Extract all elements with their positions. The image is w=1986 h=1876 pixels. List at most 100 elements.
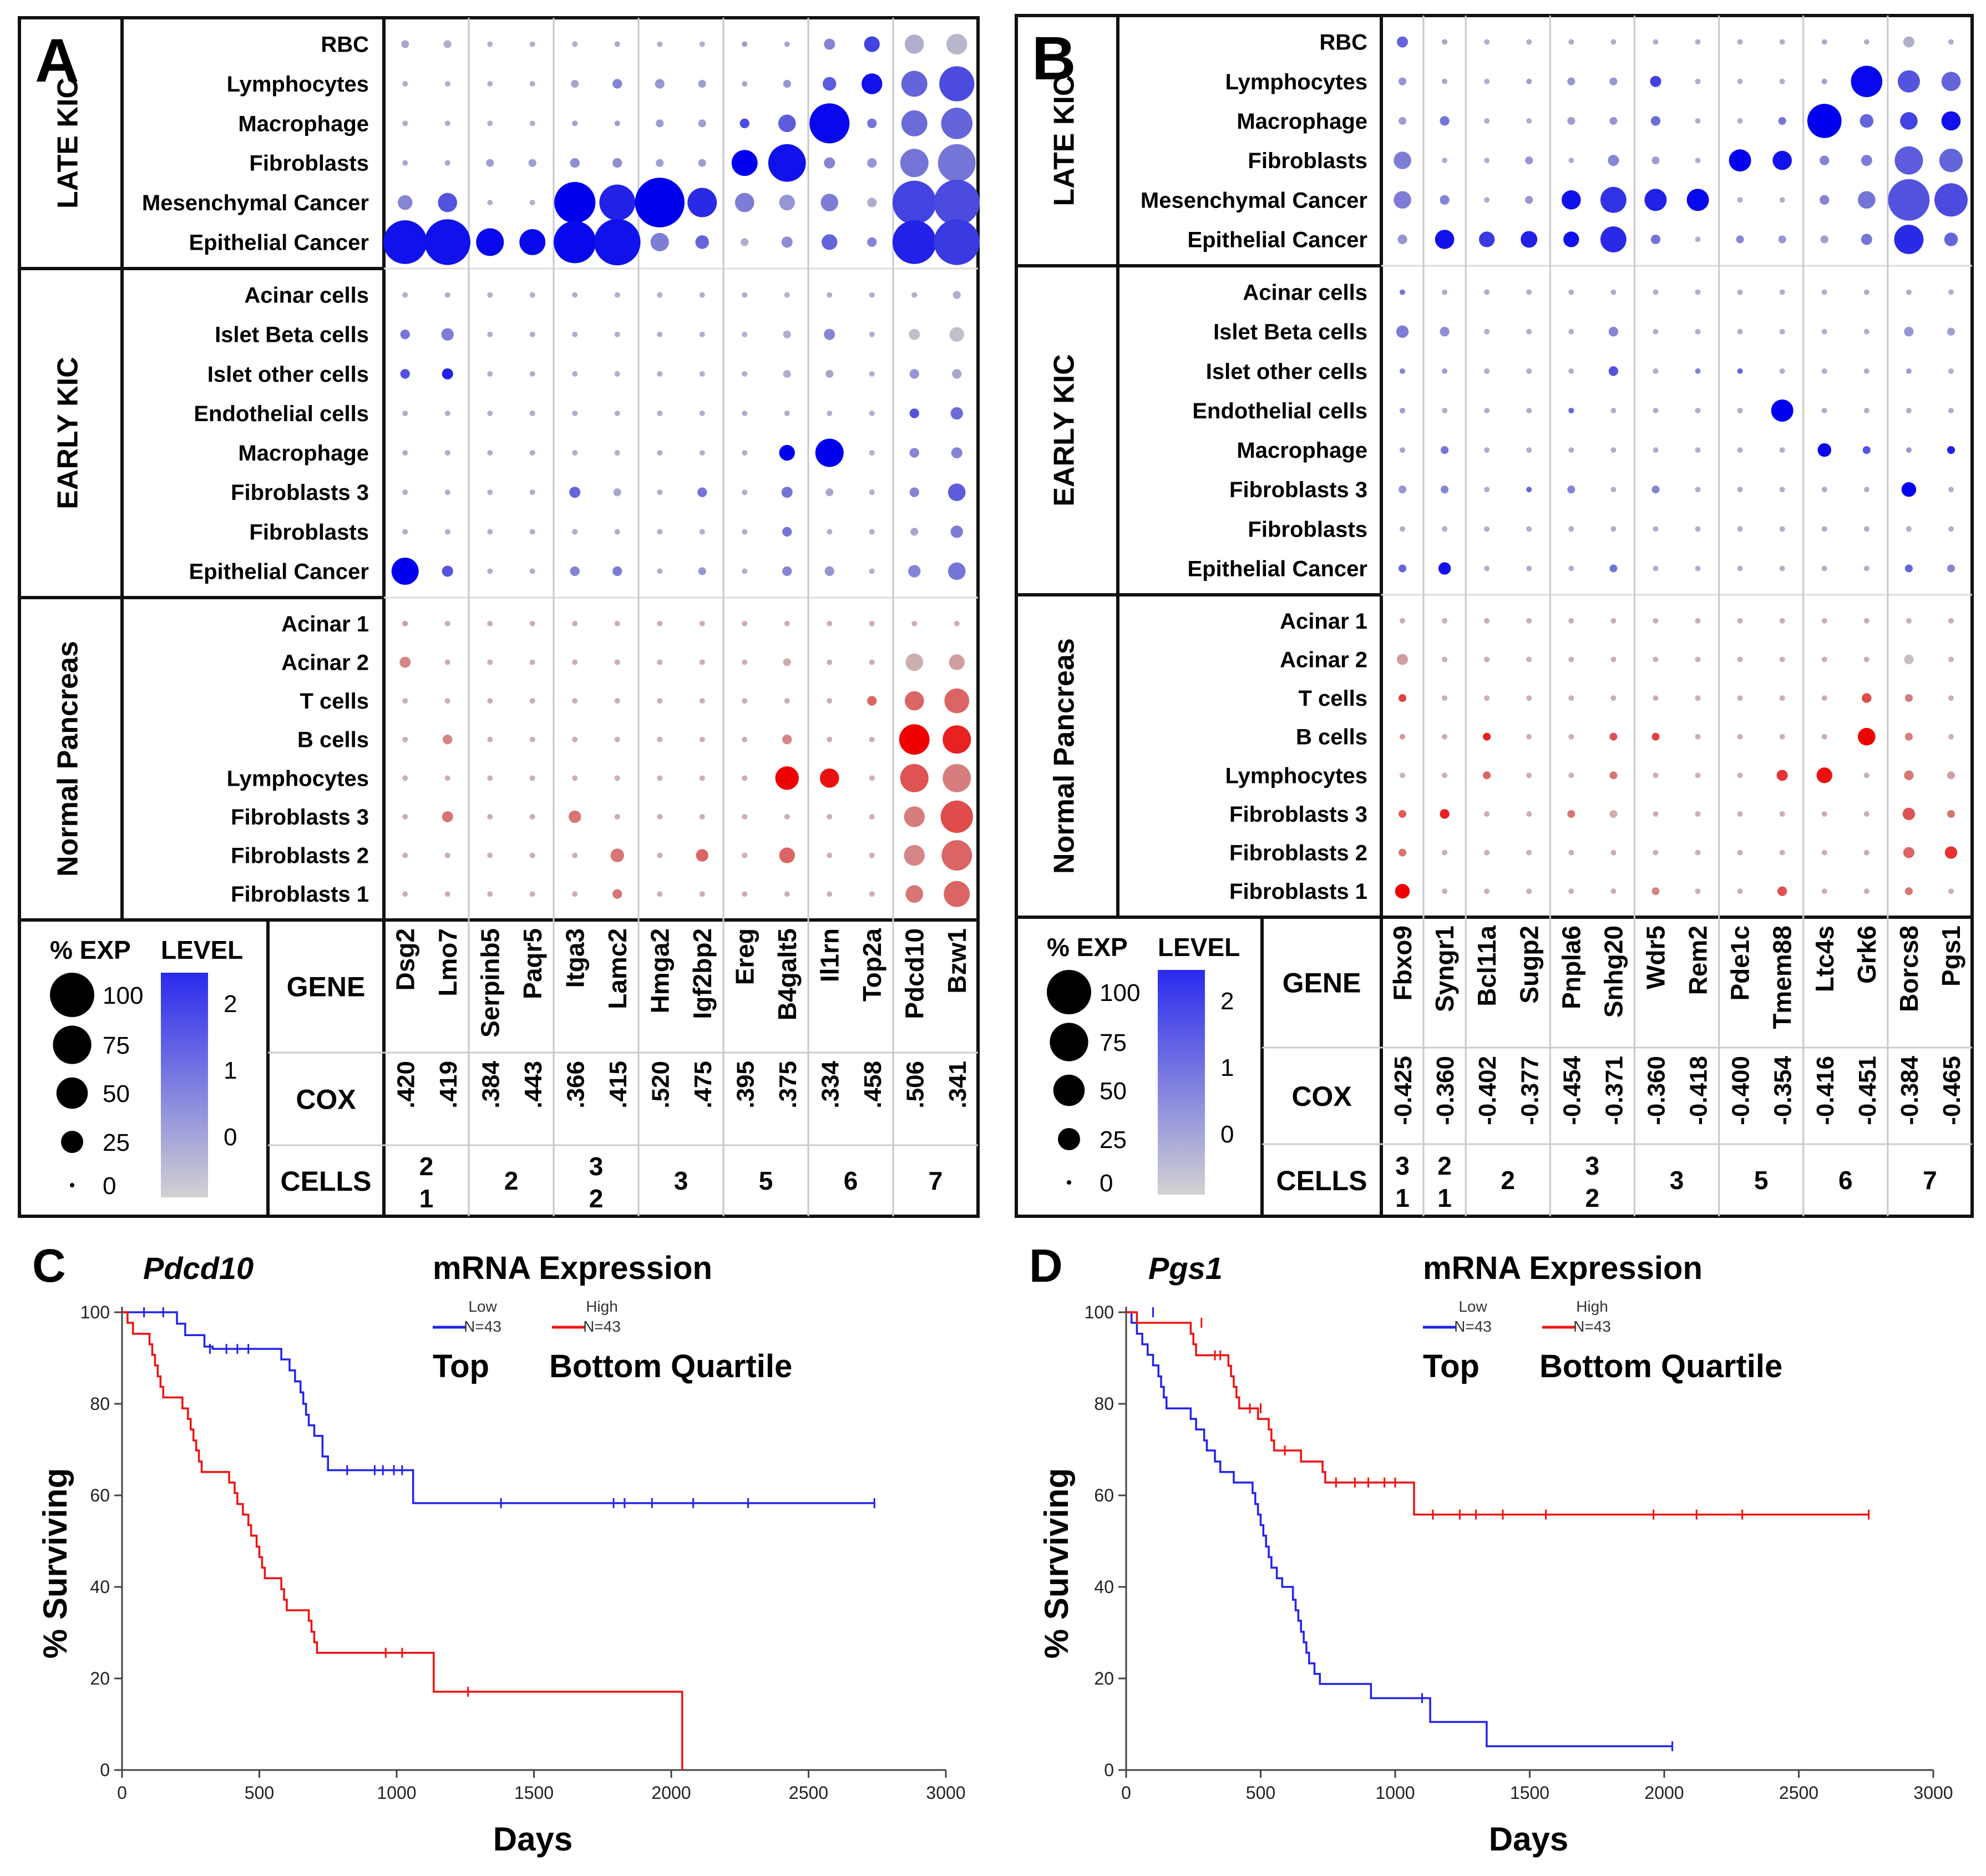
- dot-dsg2-row1: [402, 81, 408, 87]
- dot-ltc4s-row1: [1821, 78, 1827, 84]
- dot-top2a-row21: [869, 891, 875, 897]
- row-label-islet-beta-cells: Islet Beta cells: [215, 323, 369, 347]
- cox-value-wdr5: -0.360: [1643, 1056, 1670, 1125]
- dot-borcs8-row13: [1904, 564, 1913, 573]
- dot-lamc2-row14: [614, 620, 620, 626]
- dot-itga3-row17: [572, 736, 578, 742]
- dot-serpinb5-row1: [487, 81, 493, 87]
- dot-sugp2-row15: [1526, 656, 1532, 663]
- dot-pnpla6-row20: [1568, 849, 1574, 856]
- cells-count: 2: [589, 1184, 604, 1213]
- row-label-fibroblasts: Fibroblasts: [1248, 149, 1367, 173]
- dot-top2a-row19: [869, 813, 875, 820]
- dot-ereg-row4: [734, 193, 754, 213]
- dot-dsg2-row20: [402, 852, 408, 858]
- dot-b4galt5-row20: [779, 847, 795, 863]
- dot-grk6-row12: [1863, 526, 1870, 532]
- gene-label-bcl11a: Bcl11a: [1472, 926, 1501, 1007]
- dot-bzw1-row11: [948, 483, 966, 501]
- dot-lamc2-row17: [614, 736, 620, 742]
- dot-bzw1-row19: [940, 800, 973, 833]
- dot-dsg2-row12: [402, 529, 408, 535]
- dot-top2a-row20: [869, 852, 875, 858]
- dot-dsg2-row9: [402, 410, 408, 416]
- dot-fbxo9-row20: [1398, 848, 1407, 857]
- dot-il1rn-row20: [827, 852, 833, 858]
- dot-tmem88-row10: [1779, 447, 1785, 453]
- dot-fbxo9-row18: [1400, 772, 1406, 778]
- dot-lmo7-row9: [444, 410, 450, 416]
- dot-bzw1-row7: [949, 327, 964, 342]
- y-tick-label: 40: [1094, 1577, 1114, 1597]
- dot-paqr5-row1: [529, 81, 535, 87]
- gene-label-serpinb5: Serpinb5: [475, 928, 504, 1038]
- dot-igf2bp2-row8: [699, 371, 705, 377]
- dot-tmem88-row21: [1777, 886, 1787, 896]
- level-tick-label: 1: [224, 1057, 237, 1084]
- dot-bzw1-row9: [950, 407, 963, 420]
- dot-wdr5-row20: [1653, 849, 1659, 856]
- dot-grk6-row14: [1863, 618, 1870, 624]
- dot-syngr1-row12: [1442, 526, 1448, 532]
- dot-bcl11a-row15: [1484, 656, 1490, 663]
- dot-lamc2-row0: [614, 41, 620, 47]
- dot-wdr5-row17: [1651, 732, 1660, 741]
- dot-bcl11a-row9: [1484, 407, 1490, 413]
- dot-dsg2-row19: [402, 813, 408, 820]
- dot-syngr1-row18: [1442, 772, 1448, 778]
- dot-igf2bp2-row1: [698, 79, 706, 88]
- pct-exp-title: % EXP: [1047, 933, 1128, 962]
- dot-pde1c-row19: [1737, 811, 1743, 817]
- gene-label-lmo7: Lmo7: [433, 928, 462, 997]
- level-title: LEVEL: [161, 936, 243, 964]
- x-tick-label: 3000: [1913, 1783, 1953, 1803]
- dot-pde1c-row18: [1737, 772, 1743, 778]
- row-label-rbc: RBC: [321, 33, 369, 57]
- dot-sugp2-row21: [1526, 888, 1532, 894]
- dot-itga3-row12: [572, 529, 578, 535]
- dot-pnpla6-row6: [1568, 289, 1574, 295]
- dot-b4galt5-row6: [784, 292, 790, 298]
- dot-sugp2-row3: [1525, 156, 1533, 165]
- y-tick-label: 20: [1094, 1668, 1114, 1688]
- dot-ereg-row18: [742, 775, 748, 781]
- dot-pgs1-row16: [1948, 695, 1954, 701]
- dot-pnpla6-row19: [1567, 810, 1575, 818]
- cox-value-ltc4s: -0.416: [1812, 1056, 1839, 1125]
- dot-syngr1-row3: [1442, 158, 1448, 164]
- dot-itga3-row5: [554, 221, 596, 264]
- dot-b4galt5-row16: [784, 698, 790, 704]
- dot-fbxo9-row0: [1397, 36, 1409, 48]
- dot-dsg2-row18: [402, 775, 408, 781]
- dot-serpinb5-row18: [487, 775, 493, 781]
- dot-lamc2-row16: [614, 698, 620, 704]
- dot-paqr5-row10: [529, 450, 535, 456]
- dot-borcs8-row16: [1904, 694, 1913, 702]
- dot-pnpla6-row11: [1567, 486, 1575, 494]
- dot-il1rn-row3: [824, 157, 835, 169]
- dot-pde1c-row2: [1737, 118, 1743, 124]
- dot-hmga2-row20: [657, 852, 663, 858]
- dot-top2a-row0: [864, 36, 880, 52]
- cox-value-snhg20: -0.371: [1600, 1056, 1628, 1125]
- dot-paqr5-row9: [529, 410, 535, 416]
- dot-pgs1-row12: [1948, 526, 1954, 532]
- dot-itga3-row0: [572, 41, 578, 47]
- x-axis-label: Days: [1489, 1821, 1568, 1858]
- dot-rem2-row14: [1695, 618, 1701, 624]
- dot-il1rn-row0: [824, 38, 835, 50]
- y-axis-label: % Surviving: [1038, 1468, 1075, 1658]
- dot-pgs1-row18: [1947, 771, 1955, 780]
- dot-igf2bp2-row0: [699, 41, 705, 47]
- dot-lmo7-row21: [444, 891, 450, 897]
- gene-title: Pdcd10: [143, 1251, 254, 1286]
- dot-syngr1-row10: [1441, 446, 1449, 454]
- dot-il1rn-row12: [827, 529, 833, 535]
- cells-count: 7: [1923, 1166, 1937, 1195]
- dot-pde1c-row0: [1737, 39, 1743, 45]
- row-label-endothelial-cells: Endothelial cells: [194, 402, 369, 426]
- dot-rem2-row6: [1695, 289, 1701, 295]
- dot-tmem88-row5: [1778, 235, 1786, 244]
- km-curve-low: [1126, 1311, 1673, 1747]
- dot-lamc2-row4: [599, 184, 636, 221]
